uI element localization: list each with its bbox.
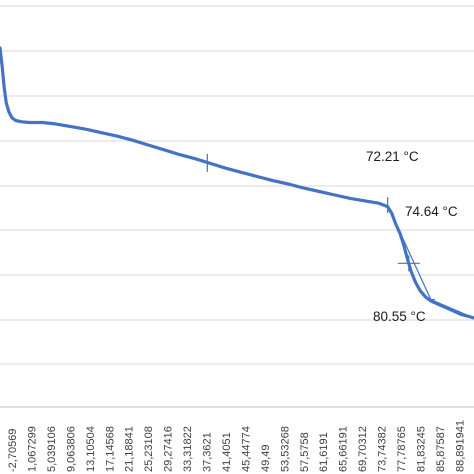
x-tick-label: 13,10504 xyxy=(85,426,97,472)
x-tick-label: 9,063806 xyxy=(65,426,77,472)
x-tick-label: 45,44774 xyxy=(240,426,252,472)
x-tick-label: 88,891941 xyxy=(454,420,466,472)
x-tick-label: 61,6191 xyxy=(318,432,330,472)
gridlines xyxy=(0,5,474,365)
annotation-midpoint: 74.64 °C xyxy=(405,204,458,219)
annotation-onset: 72.21 °C xyxy=(366,149,419,164)
x-tick-label: 77,78765 xyxy=(396,426,408,472)
x-tick-label: 41,4051 xyxy=(221,432,233,472)
x-tick-label: 33,31822 xyxy=(182,426,194,472)
x-tick-label: 65,66191 xyxy=(338,426,350,472)
x-tick-label: -2,70569 xyxy=(7,429,19,472)
series-line xyxy=(0,46,474,320)
x-tick-label: 57,5758 xyxy=(299,432,311,472)
x-tick-labels: -2,70569 1,067299 5,039106 9,063806 13,10504… xyxy=(7,420,466,472)
x-tick-label: 81,83245 xyxy=(415,426,427,472)
x-tick-label: 69,70312 xyxy=(357,426,369,472)
x-tick-label: 21,18841 xyxy=(124,426,136,472)
x-tick-label: 25,23108 xyxy=(143,426,155,472)
x-tick-label: 29,27416 xyxy=(163,426,175,472)
x-tick-label: 5,039106 xyxy=(46,426,58,472)
series-group xyxy=(0,46,474,320)
x-tick-label: 17,14568 xyxy=(104,426,116,472)
x-tick-label: 37,3621 xyxy=(202,432,214,472)
x-tick-label: 53,53268 xyxy=(279,426,291,472)
x-tick-label: 73,74382 xyxy=(377,426,389,472)
x-tick-label: 49,49 xyxy=(260,444,272,472)
markers xyxy=(206,153,435,301)
x-tick-label: 85,87587 xyxy=(435,426,447,472)
annotation-endset: 80.55 °C xyxy=(373,309,426,324)
x-tick-label: 1,067299 xyxy=(26,426,38,472)
